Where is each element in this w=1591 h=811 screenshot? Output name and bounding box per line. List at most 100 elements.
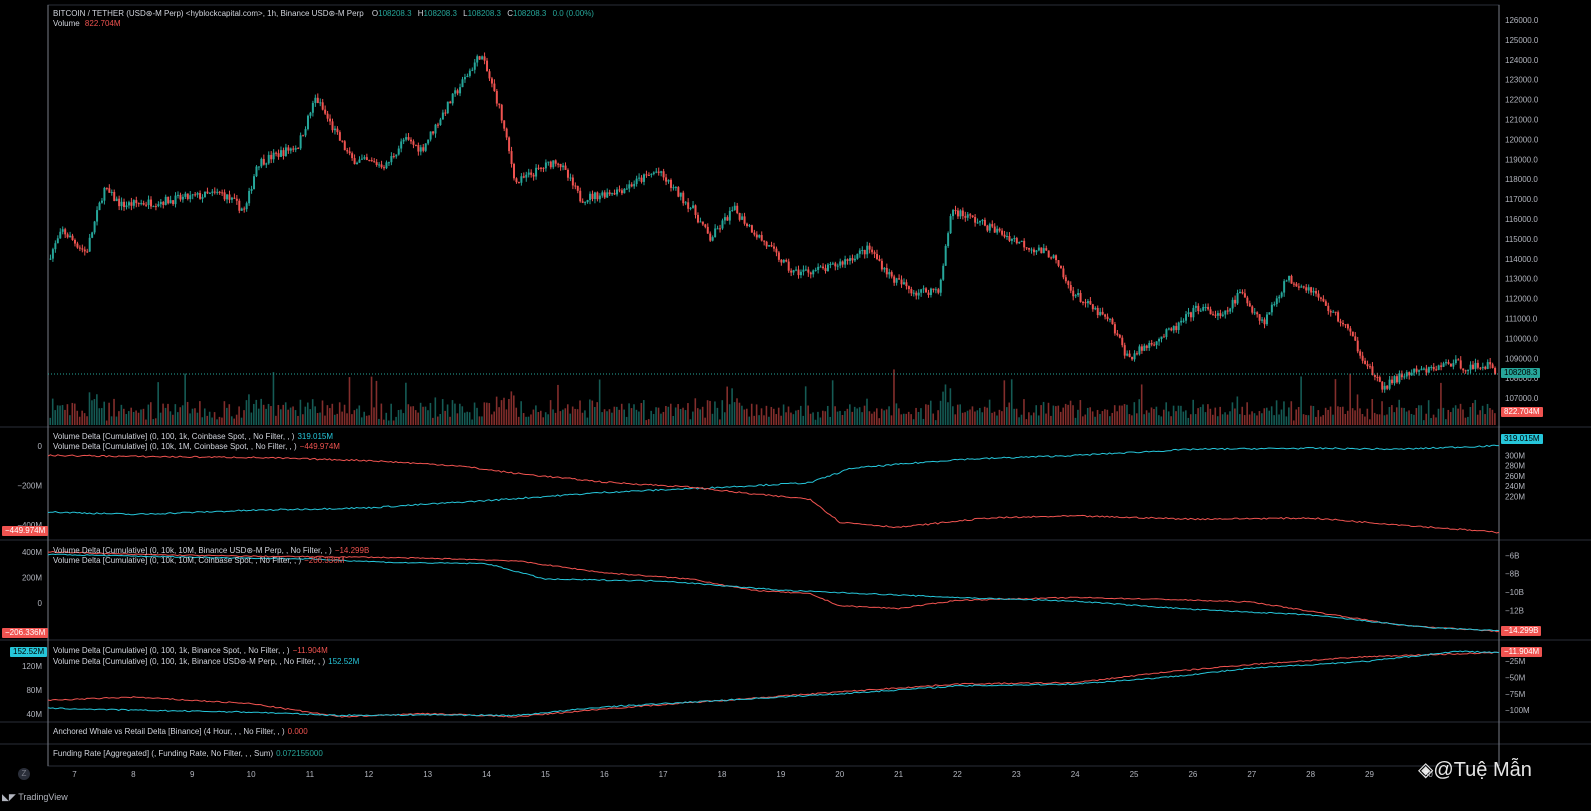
time-axis-label: 12 <box>364 770 373 779</box>
volume-bar <box>71 402 74 425</box>
open-label: O <box>371 9 379 18</box>
candle-body <box>920 289 923 293</box>
volume-bar <box>1361 413 1364 425</box>
candle-body <box>1052 255 1055 259</box>
volume-bar <box>971 406 974 425</box>
candle-body <box>441 112 444 120</box>
volume-bar <box>579 400 581 425</box>
pane3-value-2: 152.52M <box>328 657 360 666</box>
volume-bar <box>1082 416 1084 425</box>
volume-bar <box>199 401 201 425</box>
volume-bar <box>665 405 667 425</box>
candle-body <box>93 221 96 233</box>
candle-body <box>1155 341 1158 346</box>
candle-body <box>1361 355 1364 361</box>
candle-body <box>358 159 361 163</box>
volume-bar <box>397 409 400 425</box>
volume-bar <box>986 407 988 425</box>
volume-bar <box>174 404 177 425</box>
candle-body <box>1462 368 1465 371</box>
candle-body <box>505 128 508 138</box>
candle-body <box>1153 344 1156 346</box>
candle-body <box>944 246 947 266</box>
pane2-label-1: Volume Delta [Cumulative] (0, 10k, 10M, … <box>53 546 332 555</box>
candle-body <box>1209 309 1212 315</box>
volume-bar <box>822 410 824 425</box>
volume-bar <box>370 376 373 425</box>
pane1-left-axis-label: 0 <box>38 442 43 451</box>
volume-bar <box>498 407 500 425</box>
volume-bar <box>1101 411 1104 425</box>
volume-bar <box>677 404 679 425</box>
candle-body <box>211 191 214 193</box>
volume-bar <box>1368 419 1371 425</box>
candle-body <box>929 288 932 296</box>
volume-bar <box>316 413 319 425</box>
volume-bar <box>1413 414 1415 425</box>
candle-body <box>1050 257 1053 259</box>
candle-body <box>1381 381 1384 390</box>
volume-bar <box>147 404 150 425</box>
candle-body <box>586 200 589 203</box>
volume-bar <box>591 400 594 425</box>
candle-body <box>1037 247 1040 251</box>
pane4-legend: Anchored Whale vs Retail Delta [Binance]… <box>53 727 308 737</box>
volume-bar <box>790 412 792 425</box>
volume-bar <box>208 411 211 425</box>
candle-body <box>230 197 233 200</box>
pane1-right-axis-label: 260M <box>1505 472 1525 481</box>
time-axis-label: 24 <box>1071 770 1080 779</box>
volume-bar <box>1175 411 1177 425</box>
candle-body <box>275 152 278 154</box>
volume-bar <box>660 413 662 425</box>
volume-bar <box>846 408 849 425</box>
volume-bar <box>799 405 802 425</box>
volume-bar <box>566 404 569 425</box>
candle-body <box>750 225 753 233</box>
candle-body <box>719 228 722 230</box>
volume-bar <box>321 400 324 425</box>
candle-body <box>1376 376 1379 378</box>
volume-bar <box>824 411 827 425</box>
candle-body <box>1484 366 1487 369</box>
volume-bar <box>103 401 106 425</box>
volume-bar <box>1265 407 1268 425</box>
volume-bar <box>1351 408 1354 425</box>
volume-bar <box>657 407 660 425</box>
candle-body <box>1118 334 1121 338</box>
volume-bar <box>517 416 520 425</box>
volume-bar <box>164 407 167 425</box>
tradingview-logo[interactable]: ◣◤ TradingView <box>2 792 68 803</box>
candle-body <box>770 245 773 247</box>
volume-bar <box>463 412 466 425</box>
candle-body <box>652 172 655 174</box>
price-axis-label: 111000.0 <box>1505 314 1538 323</box>
pane3-right-badge: −11.904M <box>1501 647 1543 657</box>
pane3-left-axis-label: 80M <box>26 686 42 695</box>
candle-body <box>557 163 560 165</box>
volume-bar <box>669 403 672 425</box>
volume-bar <box>510 391 513 425</box>
volume-bar <box>768 416 770 425</box>
volume-bar <box>181 405 184 425</box>
close-label: C <box>507 9 513 18</box>
volume-bar <box>1275 400 1278 425</box>
candle-body <box>812 270 815 275</box>
volume-bar <box>851 411 854 425</box>
volume-bar <box>169 411 172 425</box>
open-value: 108208.3 <box>378 9 412 18</box>
volume-bar <box>378 418 380 425</box>
volume-bar <box>373 407 375 425</box>
candle-body <box>839 261 842 266</box>
candle-body <box>1082 301 1085 303</box>
volume-bar <box>481 416 483 425</box>
volume-bar <box>1013 408 1015 425</box>
zoom-reset-button[interactable]: Z <box>18 768 30 780</box>
volume-bar <box>525 416 527 425</box>
candle-body <box>809 272 812 275</box>
volume-bar <box>1008 402 1011 425</box>
candle-body <box>706 226 709 234</box>
volume-bar <box>429 402 432 425</box>
volume-bar <box>297 415 299 425</box>
